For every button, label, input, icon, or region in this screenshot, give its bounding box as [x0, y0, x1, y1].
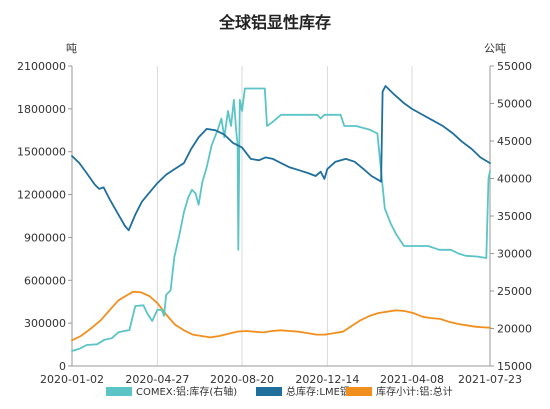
series-line-0	[71, 87, 491, 352]
axis-layer: 2020-01-02 2020-04-27 2020-08-20 2020-12-14…	[17, 60, 532, 386]
series-layer	[71, 85, 491, 352]
x-tick-label: 2020-08-20	[210, 373, 274, 386]
left-tick-label: 0	[59, 360, 66, 373]
right-tick-label: 55000	[497, 60, 532, 73]
legend-swatch	[106, 387, 132, 396]
right-tick-label: 15000	[497, 360, 532, 373]
legend: COMEX:铝:库存(右轴) 总库存:LME铝 库存小计:铝:总计	[106, 385, 453, 398]
left-tick-label: 1800000	[17, 103, 66, 116]
left-tick-label: 900000	[24, 231, 66, 244]
x-tick-label: 2020-12-14	[295, 373, 359, 386]
x-tick-label: 2021-07-23	[458, 373, 522, 386]
series-line-1	[71, 85, 491, 232]
x-tick-label: 2021-04-08	[380, 373, 444, 386]
left-tick-label: 300000	[24, 317, 66, 330]
right-tick-label: 20000	[497, 323, 532, 336]
right-tick-label: 30000	[497, 248, 532, 261]
x-tick-label: 2020-04-27	[125, 373, 189, 386]
left-tick-label: 2100000	[17, 60, 66, 73]
left-tick-label: 600000	[24, 274, 66, 287]
chart-title: 全球铝显性库存	[218, 13, 331, 32]
right-tick-label: 35000	[497, 210, 532, 223]
legend-label: 库存小计:铝:总计	[376, 385, 453, 398]
right-tick-label: 50000	[497, 98, 532, 111]
legend-label: COMEX:铝:库存(右轴)	[136, 385, 237, 398]
right-axis-unit: 公吨	[484, 42, 506, 55]
x-tick-label: 2020-01-02	[40, 373, 104, 386]
left-tick-label: 1500000	[17, 146, 66, 159]
right-tick-label: 45000	[497, 135, 532, 148]
series-line-2	[71, 290, 491, 342]
legend-label: 总库存:LME铝	[286, 385, 350, 398]
left-axis-unit: 吨	[66, 42, 77, 55]
legend-swatch	[256, 387, 282, 396]
right-tick-label: 25000	[497, 285, 532, 298]
legend-swatch	[346, 387, 372, 396]
right-tick-label: 40000	[497, 173, 532, 186]
left-tick-label: 1200000	[17, 189, 66, 202]
